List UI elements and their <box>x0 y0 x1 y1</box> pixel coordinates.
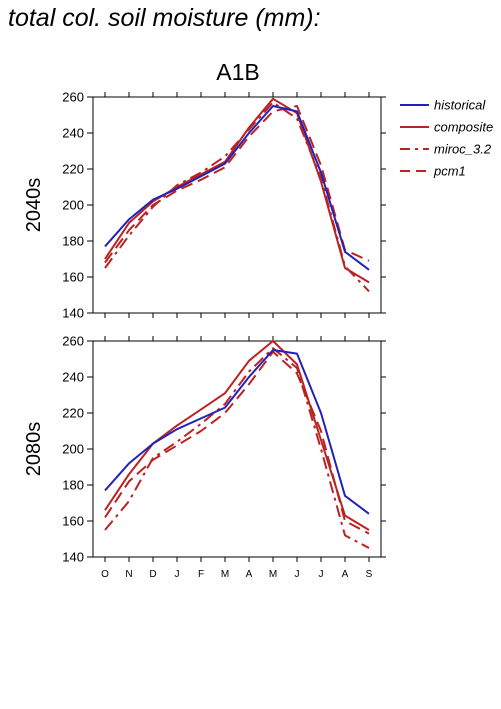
x-tick-label: N <box>125 569 132 580</box>
series-line-historical <box>104 349 370 515</box>
y-tick-label: 140 <box>62 306 84 321</box>
x-tick-label: S <box>366 569 373 580</box>
plot-frame <box>92 96 382 314</box>
y-tick-label: 240 <box>62 126 84 141</box>
y-tick-label: 260 <box>62 90 84 105</box>
plot-frame <box>92 340 382 558</box>
x-tick-label: A <box>246 569 253 580</box>
legend-label: pcm1 <box>433 164 466 179</box>
series-line-miroc-3-2 <box>104 347 370 549</box>
legend: historical composite miroc_3.2 pcm1 <box>400 98 493 179</box>
row-label-0: 2040s <box>23 178 45 233</box>
x-tick-label: M <box>221 569 229 580</box>
y-tick-label: 260 <box>62 334 84 349</box>
series-line-composite <box>104 340 370 531</box>
y-tick-label: 200 <box>62 198 84 213</box>
page-title: total col. soil moisture (mm): <box>8 4 321 32</box>
legend-label: historical <box>434 98 486 113</box>
x-tick-label: D <box>149 569 156 580</box>
x-tick-label: A <box>342 569 349 580</box>
legend-label: miroc_3.2 <box>434 142 492 157</box>
x-tick-label: O <box>101 569 109 580</box>
series-line-composite <box>104 97 370 284</box>
scenario-label: A1B <box>216 59 259 85</box>
series-line-pcm1 <box>104 350 370 535</box>
y-tick-label: 180 <box>62 478 84 493</box>
series-line-historical <box>104 105 370 271</box>
y-tick-label: 200 <box>62 442 84 457</box>
x-tick-label: M <box>269 569 277 580</box>
y-tick-label: 180 <box>62 234 84 249</box>
x-tick-label: F <box>198 569 204 580</box>
series-line-miroc-3-2 <box>104 101 370 293</box>
x-tick-label: J <box>175 569 180 580</box>
panel-2040s: 140 160 180 200 220 240 260 <box>62 90 386 321</box>
legend-label: composite <box>434 120 493 135</box>
y-tick-label: 220 <box>62 162 84 177</box>
y-tick-label: 220 <box>62 406 84 421</box>
y-tick-label: 240 <box>62 370 84 385</box>
panel-2080s: 140 160 180 200 220 240 260 O N D J F M A M J J A S <box>62 334 386 580</box>
y-tick-label: 160 <box>62 514 84 529</box>
y-tick-label: 140 <box>62 550 84 565</box>
y-tick-label: 160 <box>62 270 84 285</box>
row-label-1: 2080s <box>23 422 45 477</box>
x-tick-label: J <box>295 569 300 580</box>
x-tick-label: J <box>319 569 324 580</box>
series-line-pcm1 <box>104 105 370 264</box>
